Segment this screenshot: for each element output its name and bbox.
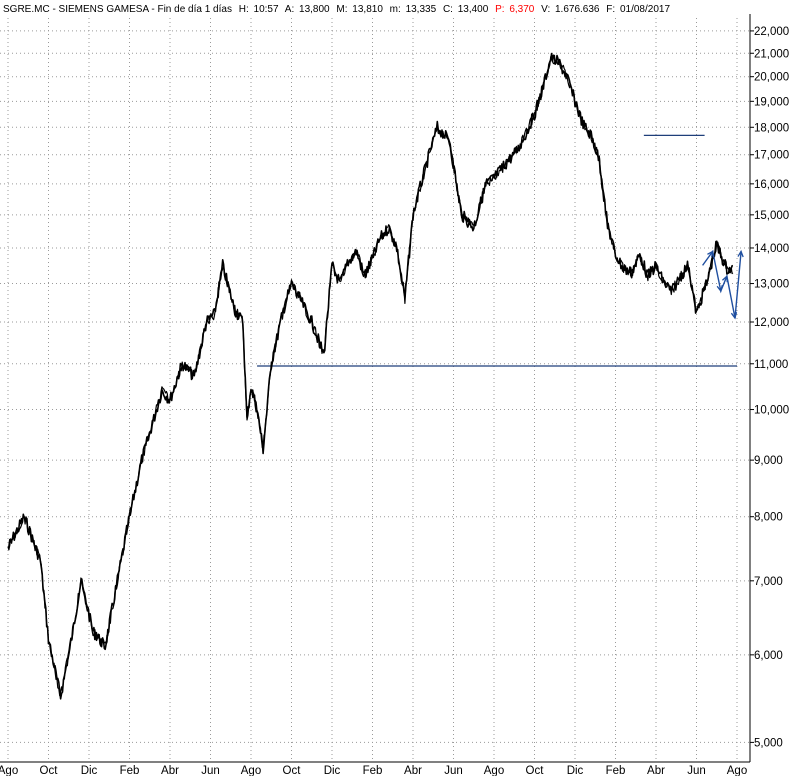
y-tick-label: 21,000 — [754, 48, 789, 60]
y-tick-label: 17,000 — [754, 150, 789, 162]
x-axis: Ago Oct Dic Feb Abr Jun Ago Oct Dic Feb Abr Jun Ago O… — [0, 761, 750, 776]
y-tick-label: 5,000 — [754, 737, 783, 749]
y-tick-label: 20,000 — [754, 72, 789, 84]
x-tick-label: Jun — [444, 765, 463, 776]
header-h-label: H: — [239, 4, 249, 15]
x-tick-label: Feb — [363, 765, 383, 776]
header-c-value: 13,400 — [458, 4, 489, 15]
projection-path — [702, 249, 744, 320]
header-f-label: F: — [606, 4, 615, 15]
projection-arrowhead — [707, 250, 714, 258]
projection-arrowhead — [730, 312, 738, 320]
x-tick-label: Abr — [647, 765, 665, 776]
price-series — [7, 52, 734, 700]
projection-line — [702, 249, 742, 319]
x-tick-label: Ago — [484, 765, 504, 776]
y-tick-label: 16,000 — [754, 179, 789, 191]
y-tick-label: 12,000 — [754, 317, 789, 329]
x-tick-label: Dic — [324, 765, 341, 776]
x-tick-label: Abr — [161, 765, 179, 776]
projection-arrowhead — [721, 274, 728, 283]
header-m-label: M: — [336, 4, 347, 15]
chart-grid — [0, 18, 750, 762]
y-tick-label: 18,000 — [754, 122, 789, 134]
y-tick-label: 6,000 — [754, 650, 783, 662]
x-tick-label: Abr — [404, 765, 422, 776]
y-tick-label: 22,000 — [754, 26, 789, 38]
projection-arrowhead — [737, 249, 744, 258]
x-tick-label: Ago — [0, 765, 18, 776]
header-f-value: 01/08/2017 — [620, 4, 670, 15]
header-symbol: SGRE.MC - SIEMENS GAMESA - Fin de día 1 … — [3, 4, 232, 15]
x-tick-label: Dic — [567, 765, 584, 776]
x-tick-label: Feb — [120, 765, 140, 776]
y-tick-label: 9,000 — [754, 455, 783, 467]
y-tick-label: 8,000 — [754, 512, 783, 524]
y-tick-label: 15,000 — [754, 210, 789, 222]
header-h-value: 10:57 — [254, 4, 279, 15]
x-tick-label: Oct — [283, 765, 302, 776]
y-tick-label: 19,000 — [754, 96, 789, 108]
chart-header: SGRE.MC - SIEMENS GAMESA - Fin de día 1 … — [3, 4, 670, 15]
y-tick-label: 7,000 — [754, 576, 783, 588]
x-tick-label: Jun — [687, 765, 706, 776]
header-m-value: 13,810 — [352, 4, 383, 15]
price-line — [7, 52, 733, 700]
x-tick-label: Oct — [40, 765, 59, 776]
header-p-label: P: — [495, 4, 504, 15]
x-tick-label: Feb — [606, 765, 626, 776]
x-tick-label: Ago — [241, 765, 261, 776]
price-range — [7, 54, 734, 697]
x-tick-label: Ago — [727, 765, 747, 776]
x-tick-label: Oct — [526, 765, 545, 776]
x-tick-label: Jun — [201, 765, 220, 776]
header-a-value: 13,800 — [299, 4, 330, 15]
projection-arrowhead — [716, 285, 723, 293]
header-min-label: m: — [390, 4, 401, 15]
header-v-value: 1.676.636 — [555, 4, 600, 15]
y-tick-label: 13,000 — [754, 279, 789, 291]
x-tick-label: Dic — [81, 765, 98, 776]
header-v-label: V: — [541, 4, 550, 15]
header-a-label: A: — [285, 4, 294, 15]
y-axis: 5,000 6,000 7,000 8,000 9,000 10,000 11,000 12,… — [749, 14, 789, 762]
y-tick-label: 11,000 — [754, 359, 788, 371]
header-c-label: C: — [443, 4, 453, 15]
support-lines — [257, 134, 737, 367]
header-p-value: 6,370 — [509, 4, 534, 15]
header-min-value: 13,335 — [406, 4, 437, 15]
y-tick-label: 14,000 — [754, 243, 789, 255]
y-tick-label: 10,000 — [754, 405, 789, 417]
